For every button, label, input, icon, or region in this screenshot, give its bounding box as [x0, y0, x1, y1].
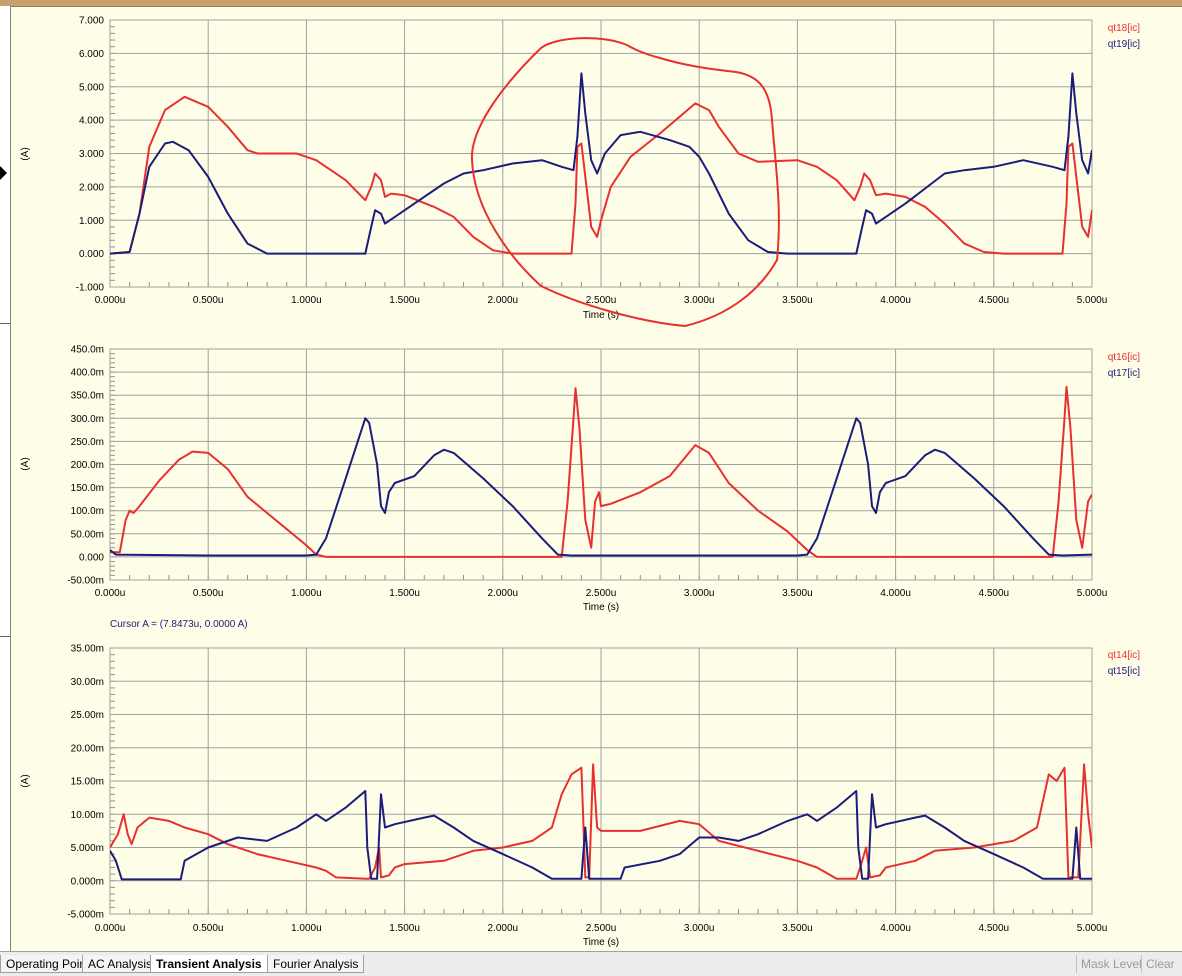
y-tick-label: 5.000 [79, 82, 104, 93]
active-panel-arrow-icon [0, 166, 7, 180]
plot-panel-middle[interactable]: 0.000u 0.500u 1.000u 1.500u 2.000u 2.500u 3.00… [20, 345, 1140, 614]
y-tick-label: 20.00m [71, 743, 104, 754]
x-tick-label: 1.000u [291, 295, 322, 306]
x-tick-label: 2.500u [586, 295, 617, 306]
y-axis-label: (A) [20, 457, 31, 470]
plot-panel-top[interactable]: 0.000u 0.500u 1.000u 1.500u 2.000u 2.500u 3.00… [20, 16, 1140, 322]
x-tick-label: 3.500u [782, 295, 813, 306]
y-tick-label: 7.000 [79, 16, 104, 27]
tab-transient-analysis[interactable]: Transient Analysis [150, 955, 268, 973]
series-line-qt16ic[interactable] [110, 385, 1092, 558]
hand-drawn-circle-annotation [470, 37, 780, 328]
x-tick-label: 2.000u [488, 588, 519, 599]
series-line-qt15ic[interactable] [110, 790, 1092, 881]
y-tick-label: 35.00m [71, 644, 104, 655]
y-tick-label: 25.00m [71, 710, 104, 721]
y-tick-label: 0.000m [71, 876, 104, 887]
legend-entry: qt18[ic] [1108, 23, 1140, 34]
y-tick-label: 1.000 [79, 216, 104, 227]
x-tick-label: 2.000u [488, 923, 519, 934]
x-tick-label: 0.000u [95, 295, 126, 306]
x-tick-label: 0.500u [193, 588, 224, 599]
analysis-tab-bar: Operating Point AC Analysis Transient An… [0, 951, 1182, 976]
x-tick-label: 5.000u [1077, 588, 1108, 599]
x-tick-label: 4.500u [979, 923, 1010, 934]
series-line-qt19ic[interactable] [110, 72, 1092, 255]
x-tick-label: 1.500u [389, 923, 420, 934]
y-tick-label: 15.00m [71, 777, 104, 788]
x-tick-label: 0.000u [95, 923, 126, 934]
series-line-qt14ic[interactable] [110, 763, 1092, 880]
series-line-qt17ic[interactable] [110, 417, 1092, 557]
x-tick-label: 4.000u [880, 295, 911, 306]
clear-button[interactable]: Clear [1141, 955, 1179, 973]
y-tick-label: 4.000 [79, 116, 104, 127]
x-tick-label: 3.500u [782, 923, 813, 934]
y-tick-label: 400.0m [71, 368, 104, 379]
plot-panel-bottom[interactable]: 0.000u 0.500u 1.000u 1.500u 2.000u 2.500u 3.00… [20, 644, 1140, 949]
y-tick-label: 0.000 [79, 249, 104, 260]
x-tick-label: 4.000u [880, 588, 911, 599]
y-tick-label: 350.0m [71, 391, 104, 402]
legend-entry: qt17[ic] [1108, 368, 1140, 379]
y-tick-label: 100.0m [71, 506, 104, 517]
legend-entry: qt16[ic] [1108, 352, 1140, 363]
x-axis-label: Time (s) [583, 602, 619, 613]
legend-entry: qt15[ic] [1108, 666, 1140, 677]
x-tick-label: 4.000u [880, 923, 911, 934]
x-tick-label: 1.500u [389, 588, 420, 599]
y-tick-label: 250.0m [71, 437, 104, 448]
x-axis-label: Time (s) [583, 937, 619, 948]
x-tick-label: 4.500u [979, 588, 1010, 599]
strip-divider [0, 636, 10, 637]
x-tick-label: 0.000u [95, 588, 126, 599]
y-tick-label: 3.000 [79, 149, 104, 160]
y-tick-label: 10.00m [71, 810, 104, 821]
y-tick-label: 5.000m [71, 843, 104, 854]
y-tick-label: -50.00m [67, 576, 104, 587]
x-tick-label: 2.000u [488, 295, 519, 306]
left-panel-strip [0, 6, 11, 951]
y-axis-label: (A) [20, 147, 31, 160]
tab-fourier-analysis[interactable]: Fourier Analysis [267, 955, 365, 973]
cursor-readout: Cursor A = (7.8473u, 0.0000 A) [110, 619, 248, 630]
x-tick-label: 0.500u [193, 295, 224, 306]
x-tick-label: 2.500u [586, 923, 617, 934]
x-tick-label: 3.000u [684, 295, 715, 306]
x-tick-label: 3.000u [684, 588, 715, 599]
legend-entry: qt14[ic] [1108, 650, 1140, 661]
x-tick-label: 1.000u [291, 923, 322, 934]
y-tick-label: 0.000 [79, 552, 104, 563]
top-border [0, 0, 1182, 7]
series-line-qt18ic[interactable] [110, 95, 1092, 255]
y-tick-label: 30.00m [71, 677, 104, 688]
x-tick-label: 5.000u [1077, 295, 1108, 306]
y-tick-label: 50.00m [71, 529, 104, 540]
x-axis-label: Time (s) [583, 310, 619, 321]
y-tick-label: 2.000 [79, 182, 104, 193]
y-tick-label: -1.000 [76, 283, 105, 294]
y-tick-label: -5.000m [67, 910, 104, 921]
y-axis-label: (A) [20, 774, 31, 787]
x-tick-label: 0.500u [193, 923, 224, 934]
y-tick-label: 450.0m [71, 345, 104, 356]
x-tick-label: 4.500u [979, 295, 1010, 306]
legend-entry: qt19[ic] [1108, 39, 1140, 50]
x-tick-label: 3.000u [684, 923, 715, 934]
y-tick-label: 300.0m [71, 414, 104, 425]
y-tick-label: 150.0m [71, 483, 104, 494]
x-tick-label: 2.500u [586, 588, 617, 599]
mask-level-button[interactable]: Mask Level [1076, 955, 1146, 973]
x-tick-label: 3.500u [782, 588, 813, 599]
transient-plots[interactable]: 0.000u 0.500u 1.000u 1.500u 2.000u 2.500u 3.00… [0, 0, 1182, 951]
tab-ac-analysis[interactable]: AC Analysis [82, 955, 159, 973]
y-tick-label: 6.000 [79, 49, 104, 60]
x-tick-label: 1.000u [291, 588, 322, 599]
x-tick-label: 5.000u [1077, 923, 1108, 934]
x-tick-label: 1.500u [389, 295, 420, 306]
y-tick-label: 200.0m [71, 460, 104, 471]
strip-divider [0, 323, 10, 324]
